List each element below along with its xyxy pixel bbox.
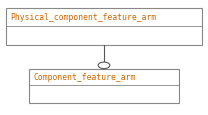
FancyBboxPatch shape [6, 9, 202, 46]
Circle shape [98, 63, 110, 69]
FancyBboxPatch shape [29, 69, 179, 104]
Text: Component_feature_arm: Component_feature_arm [33, 72, 136, 81]
Text: Physical_component_feature_arm: Physical_component_feature_arm [10, 13, 157, 22]
